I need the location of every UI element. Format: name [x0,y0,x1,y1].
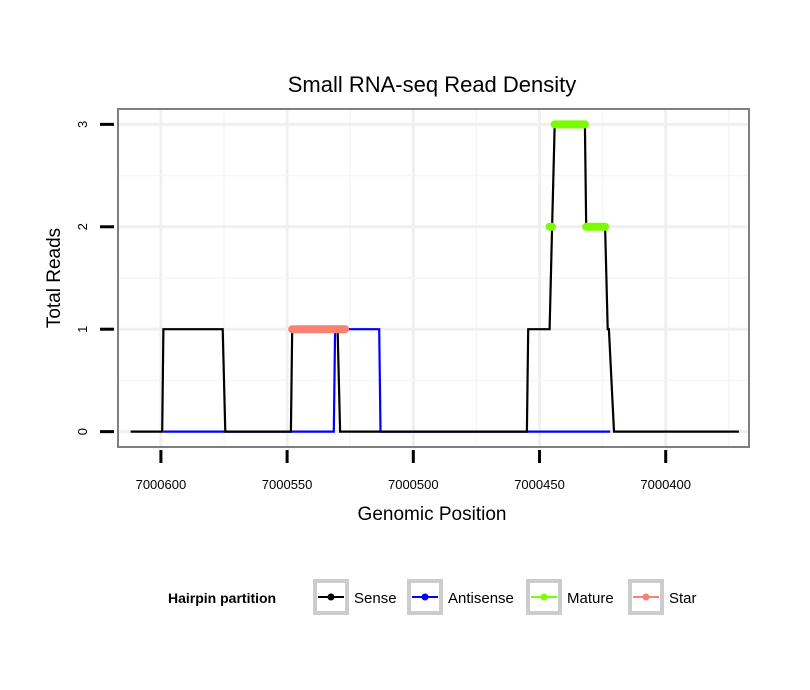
legend-key-point [540,593,548,601]
legend-key-point [421,593,429,601]
legend-label: Sense [354,590,397,607]
y-axis-title: Total Reads [44,228,65,328]
x-axis: 7000600 7000550 7000500 7000450 7000400 [136,450,691,492]
x-tick-label: 7000600 [136,477,187,492]
x-tick-label: 7000400 [640,477,691,492]
y-tick-label: 1 [75,326,90,333]
legend-item-antisense: Antisense [407,579,514,615]
y-tick-label: 0 [75,428,90,435]
legend-items: Sense Antisense Mature Star [313,579,697,615]
legend-key-point [642,593,650,601]
legend: Hairpin partition Sense Antisense Mature St… [168,579,697,615]
legend-key-point [327,593,335,601]
legend-item-star: Star [628,579,697,615]
series-sense-line [130,123,739,433]
x-tick-label: 7000450 [514,477,565,492]
plot-border [117,108,750,448]
legend-title: Hairpin partition [168,590,276,606]
y-tick-label: 2 [75,223,90,230]
legend-label: Star [669,590,697,607]
x-axis-title: Genomic Position [358,504,507,525]
y-tick-label: 3 [75,121,90,128]
legend-item-sense: Sense [313,579,397,615]
legend-label: Mature [567,590,614,607]
x-tick-label: 7000550 [262,477,313,492]
x-tick-label: 7000500 [388,477,439,492]
legend-item-mature: Mature [526,579,614,615]
series-layer [130,120,739,433]
plot-panel [117,108,750,448]
legend-label: Antisense [448,590,514,607]
chart-title: Small RNA-seq Read Density [288,72,577,97]
y-axis: 0 1 2 3 [75,121,114,435]
